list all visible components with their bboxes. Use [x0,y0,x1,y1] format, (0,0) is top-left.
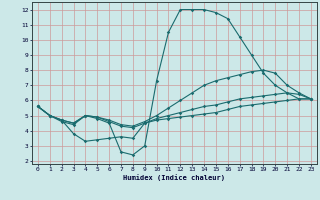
X-axis label: Humidex (Indice chaleur): Humidex (Indice chaleur) [124,174,225,181]
